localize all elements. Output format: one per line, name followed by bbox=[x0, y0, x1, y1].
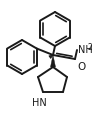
Text: O: O bbox=[77, 62, 85, 72]
Text: 2: 2 bbox=[88, 43, 93, 52]
Polygon shape bbox=[51, 55, 56, 67]
Text: NH: NH bbox=[78, 45, 93, 55]
Text: HN: HN bbox=[32, 98, 46, 108]
